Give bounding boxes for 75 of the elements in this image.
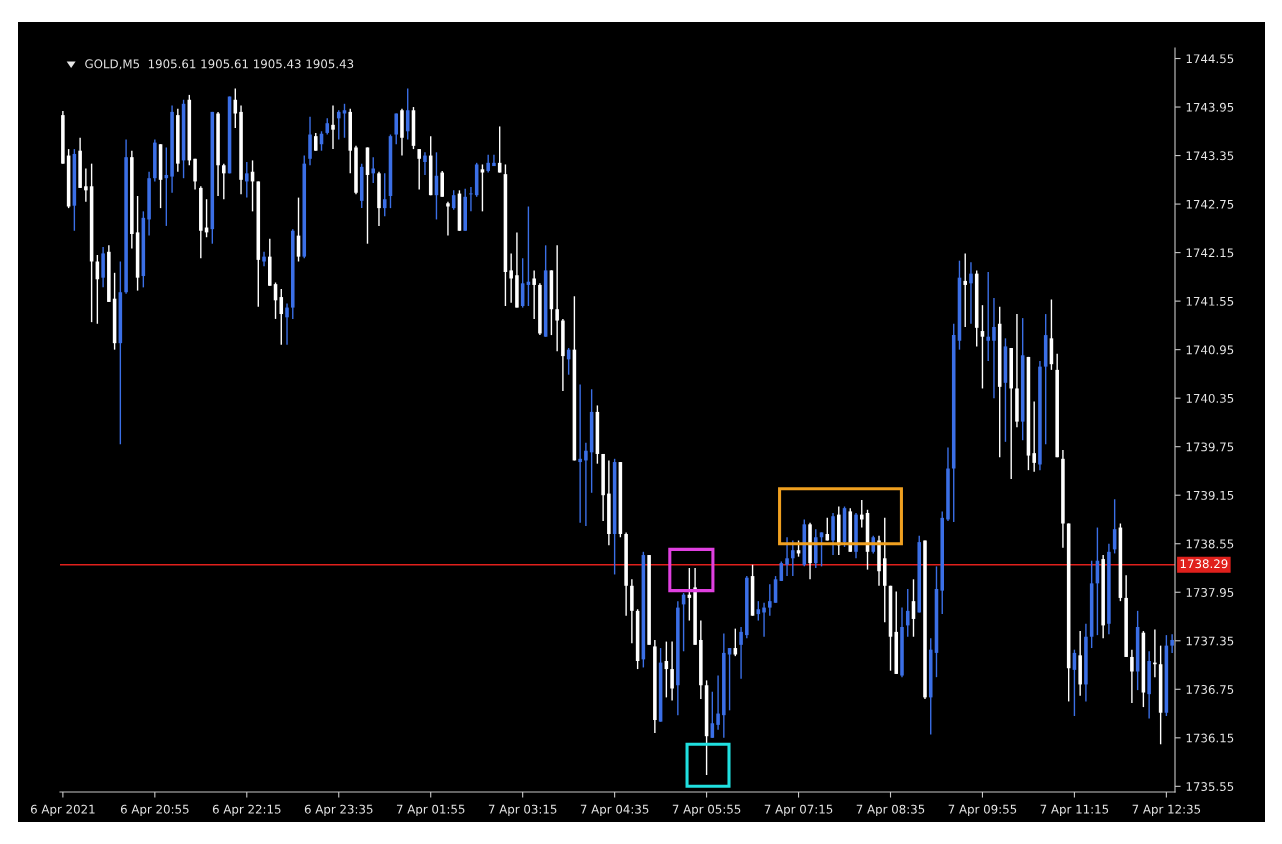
candlestick <box>382 172 387 217</box>
y-tick-label: 1739.15 <box>1186 490 1234 500</box>
candlestick <box>1170 633 1174 654</box>
candlestick <box>969 261 973 325</box>
x-tick-label: 6 Apr 23:35 <box>304 804 373 816</box>
candlestick <box>492 154 496 167</box>
candlestick <box>509 252 513 304</box>
x-tick-label: 7 Apr 09:55 <box>948 804 1017 816</box>
y-tick-label: 1736.75 <box>1186 685 1234 694</box>
y-tick-label: 1740.35 <box>1186 393 1234 403</box>
y-tick-label: 1740.95 <box>1186 345 1234 355</box>
candlestick <box>405 87 410 141</box>
candlestick <box>423 151 427 176</box>
y-tick-label: 1744.55 <box>1186 54 1234 64</box>
y-tick-label: 1743.35 <box>1186 151 1234 161</box>
x-tick-label: 7 Apr 04:35 <box>580 804 649 816</box>
candlestick <box>1032 400 1036 473</box>
candlestick <box>336 109 341 141</box>
candlestick <box>963 252 967 328</box>
y-tick-label: 1739.75 <box>1186 442 1234 452</box>
candlestick <box>469 186 473 213</box>
candlestick <box>331 104 335 150</box>
candlestick <box>446 200 450 237</box>
ref-line-label: 1738.29 <box>1180 559 1228 569</box>
candlestick <box>785 536 789 577</box>
y-tick-label: 1737.95 <box>1186 587 1234 597</box>
candlestick <box>262 251 266 268</box>
x-tick-label: 7 Apr 08:35 <box>856 804 925 816</box>
candlestick <box>670 640 674 702</box>
candlestick <box>859 499 864 529</box>
candlestick <box>555 244 559 352</box>
candlestick <box>371 156 376 184</box>
candlestick <box>905 588 910 638</box>
x-tick-label: 6 Apr 22:15 <box>212 804 281 816</box>
candlestick <box>245 161 249 199</box>
text: GOLD,M5 1905.61 1905.61 1905.43 1905.43 <box>85 59 354 70</box>
x-tick-label: 7 Apr 07:15 <box>764 804 833 816</box>
candlestick <box>279 288 284 346</box>
y-tick-label: 1742.15 <box>1186 248 1234 258</box>
x-tick-label: 6 Apr 2021 <box>30 804 95 816</box>
candlestick <box>762 602 766 638</box>
candlestick <box>84 167 88 203</box>
candlestick <box>733 627 738 657</box>
candlestick <box>417 148 421 191</box>
x-tick-label: 7 Apr 12:35 <box>1132 804 1201 816</box>
y-tick-label: 1742.75 <box>1186 199 1234 209</box>
candlestick <box>1130 648 1134 704</box>
candlestick <box>992 297 996 399</box>
candlestick <box>222 162 226 200</box>
x-tick-label: 7 Apr 03:15 <box>488 804 557 816</box>
x-tick-label: 7 Apr 11:15 <box>1040 804 1109 816</box>
candlestick <box>342 103 347 139</box>
candlestick <box>532 269 536 320</box>
y-tick-label: 1737.35 <box>1186 636 1234 646</box>
candlestick <box>727 647 732 712</box>
candlestick <box>394 112 399 145</box>
candlestick <box>584 441 588 527</box>
y-tick-label: 1743.95 <box>1186 102 1234 112</box>
candlestick <box>193 158 197 191</box>
x-tick-label: 6 Apr 20:55 <box>120 804 189 816</box>
x-tick-label: 7 Apr 01:55 <box>396 804 465 816</box>
candlestick <box>285 302 289 346</box>
x-tick-label: 7 Apr 05:55 <box>672 804 741 816</box>
candlestick <box>980 304 985 390</box>
y-tick-label: 1741.55 <box>1186 297 1234 306</box>
y-tick-label: 1736.15 <box>1186 733 1234 743</box>
candlestick <box>791 539 795 577</box>
candlestick <box>578 383 582 524</box>
candlestick <box>716 674 720 731</box>
candlestick <box>986 271 990 362</box>
y-tick-label: 1738.55 <box>1186 539 1234 549</box>
candlestick <box>768 583 772 617</box>
candlestick <box>739 626 743 680</box>
candlestick <box>480 163 485 213</box>
y-tick-label: 1735.55 <box>1186 782 1234 791</box>
